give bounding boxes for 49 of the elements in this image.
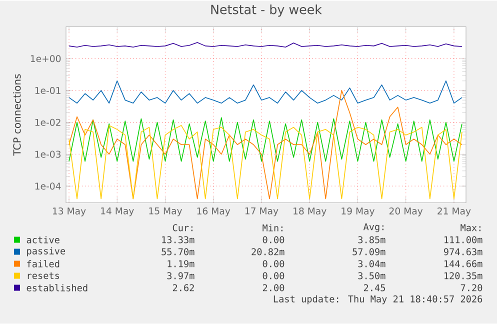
text: Last update: Thu May 21 18:40:57 2026: [274, 295, 482, 304]
legend-label: established: [26, 284, 88, 292]
text: 2.00: [262, 284, 284, 292]
text: 120.35m: [444, 272, 482, 280]
y-axis-title: TCP connections: [13, 74, 21, 156]
y-tick-label: 1e-01: [35, 87, 60, 94]
line-series: [68, 117, 462, 162]
y-tick-label: 1e-04: [35, 182, 61, 190]
text: 55.70m: [162, 248, 194, 256]
x-tick-label: 19 May: [342, 208, 375, 216]
legend-label: active: [26, 236, 60, 244]
text: 13.33m: [162, 236, 194, 244]
x-tick-label: 15 May: [149, 208, 182, 216]
text: 3.50m: [358, 272, 386, 280]
line-series: [68, 125, 462, 200]
text: 111.00m: [444, 236, 482, 244]
text: Max:: [460, 224, 480, 232]
legend-label: failed: [27, 260, 60, 268]
text: 2.45: [364, 284, 385, 292]
x-tick-label: 21 May: [438, 208, 471, 216]
x-tick-label: 14 May: [101, 208, 134, 216]
x-tick-label: 18 May: [294, 208, 326, 216]
text: Min:: [262, 224, 282, 232]
x-tick-label: 16 May: [197, 208, 230, 216]
text: 7.20: [460, 284, 482, 292]
y-tick-label: 1e+00: [30, 55, 61, 62]
text: 0.00: [262, 236, 284, 244]
chart-title: Netstat - by week: [211, 4, 322, 17]
text: 0.00: [262, 260, 284, 268]
text: 1.19m: [168, 260, 194, 268]
text: 3.85m: [358, 236, 386, 244]
text: 2.62: [172, 284, 194, 292]
text: Avg:: [363, 223, 384, 232]
legend-label: resets: [28, 272, 60, 280]
text: Cur:: [172, 224, 192, 232]
text: 57.09m: [352, 248, 386, 256]
x-tick-label: 17 May: [245, 208, 278, 216]
text: 20.82m: [252, 248, 284, 256]
text: 3.04m: [358, 260, 386, 268]
legend-label: passive: [27, 247, 66, 256]
x-tick-label: 20 May: [389, 208, 423, 216]
text: 974.63m: [444, 248, 482, 256]
text: 144.66m: [444, 260, 482, 268]
text: 3.97m: [167, 272, 194, 280]
y-tick-label: 1e-03: [35, 150, 61, 158]
x-tick-label: 13 May: [52, 208, 86, 216]
text: 0.00: [262, 272, 284, 280]
y-tick-label: 1e-02: [35, 118, 60, 126]
line-series: [68, 80, 462, 104]
